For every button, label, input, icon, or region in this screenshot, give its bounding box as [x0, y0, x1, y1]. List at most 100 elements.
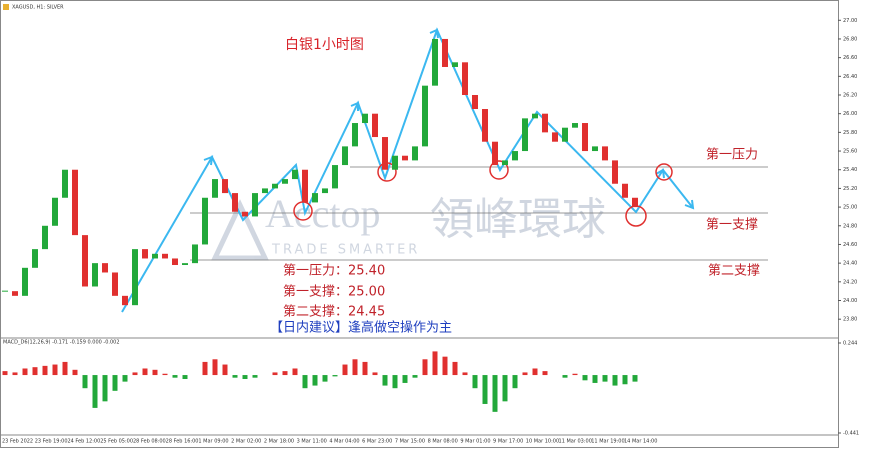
macd-bar [292, 368, 298, 376]
macd-bar [12, 372, 18, 376]
macd-bar [62, 361, 68, 376]
candle [582, 123, 588, 152]
candle [282, 179, 288, 184]
candle [622, 183, 628, 198]
candle [462, 62, 468, 96]
macd-bar [172, 375, 178, 378]
watermark-tagline: TRADE SMARTER [271, 243, 420, 258]
candle [402, 155, 408, 161]
frame [0, 0, 839, 448]
support-label: 第一支撑 [706, 218, 758, 233]
macd-bar [242, 375, 248, 379]
macd-bar [572, 373, 578, 376]
x-tick-label: 23 Feb 19:00 [35, 439, 68, 445]
macd-bar [402, 375, 408, 383]
candle [92, 263, 98, 287]
candle [592, 146, 598, 152]
macd-bar [472, 375, 478, 389]
candle [342, 146, 348, 166]
level-text: 第二支撑：24.45 [283, 305, 385, 320]
candle [522, 118, 528, 152]
candle [452, 62, 458, 67]
candle [162, 253, 168, 259]
candle [372, 113, 378, 138]
macd-bar [82, 375, 88, 389]
macd-bar [382, 375, 388, 386]
macd-bar [32, 367, 38, 376]
candle [222, 179, 228, 194]
macd-bar [532, 368, 538, 376]
macd-bar [312, 375, 318, 386]
candle [322, 188, 328, 194]
candle [212, 179, 218, 198]
candle [392, 155, 398, 170]
macd-bar [2, 371, 8, 376]
candle [382, 137, 388, 170]
x-tick-label: 25 Feb 05:00 [100, 439, 133, 445]
support2-label: 第二支撑 [708, 264, 760, 279]
candle [492, 141, 498, 166]
candle [122, 295, 128, 306]
level-text: 第一支撑：25.00 [283, 285, 385, 300]
macd-bar [222, 364, 228, 376]
macd-bar [302, 375, 308, 389]
y-tick-label: 23.80 [843, 317, 857, 323]
candle [142, 249, 148, 259]
macd-bar [142, 368, 148, 376]
x-tick-label: 14 Mar 14:00 [624, 439, 657, 445]
macd-bar [102, 375, 108, 402]
candle [422, 85, 428, 147]
x-tick-label: 23 Feb 2022 [2, 439, 33, 445]
candle [292, 169, 298, 180]
candle [72, 169, 78, 236]
candle [572, 123, 578, 128]
trend-zigzag [121, 27, 695, 313]
macd-bar [182, 375, 188, 379]
y-tick-label: 26.80 [843, 36, 857, 42]
candle [312, 193, 318, 203]
candle [482, 109, 488, 142]
macd-bar [632, 375, 638, 382]
candle [542, 113, 548, 133]
candle [302, 169, 308, 203]
x-tick-label: 24 Feb 12:00 [67, 439, 100, 445]
macd-bar [42, 365, 48, 376]
y-tick-label: 24.20 [843, 279, 857, 285]
watermark-brand: Acctop [265, 191, 381, 236]
y-tick-label: 24.00 [843, 298, 857, 304]
macd-bar [592, 375, 598, 383]
candle [42, 225, 48, 250]
watermark-cn: 領峰環球 [430, 194, 606, 245]
macd-bar [452, 361, 458, 376]
y-tick-label: 26.00 [843, 111, 857, 117]
candle [102, 263, 108, 273]
x-tick-label: 9 Mar 17:00 [493, 439, 523, 445]
x-tick-label: 10 Mar 10:00 [526, 439, 559, 445]
x-tick-label: 9 Mar 01:00 [460, 439, 490, 445]
x-tick-label: 28 Feb 08:00 [133, 439, 166, 445]
candle [242, 211, 248, 217]
y-tick-label: 25.60 [843, 149, 857, 155]
macd-bar [52, 364, 58, 376]
y-tick-label: 0.244 [843, 341, 857, 347]
advice-text: 【日内建议】逢高做空操作为主 [270, 320, 452, 336]
x-tick-label: 3 Mar 11:00 [297, 439, 327, 445]
x-tick-label: 1 Mar 09:00 [198, 439, 228, 445]
macd-bar [442, 356, 448, 376]
candle [112, 272, 118, 296]
macd-bar [122, 375, 128, 382]
candle [52, 197, 58, 226]
candle [182, 263, 188, 266]
macd-bar [542, 371, 548, 376]
macd-bar [502, 375, 508, 402]
macd-bar [322, 375, 328, 382]
macd-bar [362, 361, 368, 376]
x-tick-label: 28 Feb 16:00 [166, 439, 199, 445]
y-tick-label: 25.40 [843, 167, 857, 173]
macd-bar [492, 375, 498, 412]
y-tick-label: 27.00 [843, 18, 857, 24]
macd-bar [72, 369, 78, 376]
candle [502, 160, 508, 166]
candle [82, 235, 88, 287]
